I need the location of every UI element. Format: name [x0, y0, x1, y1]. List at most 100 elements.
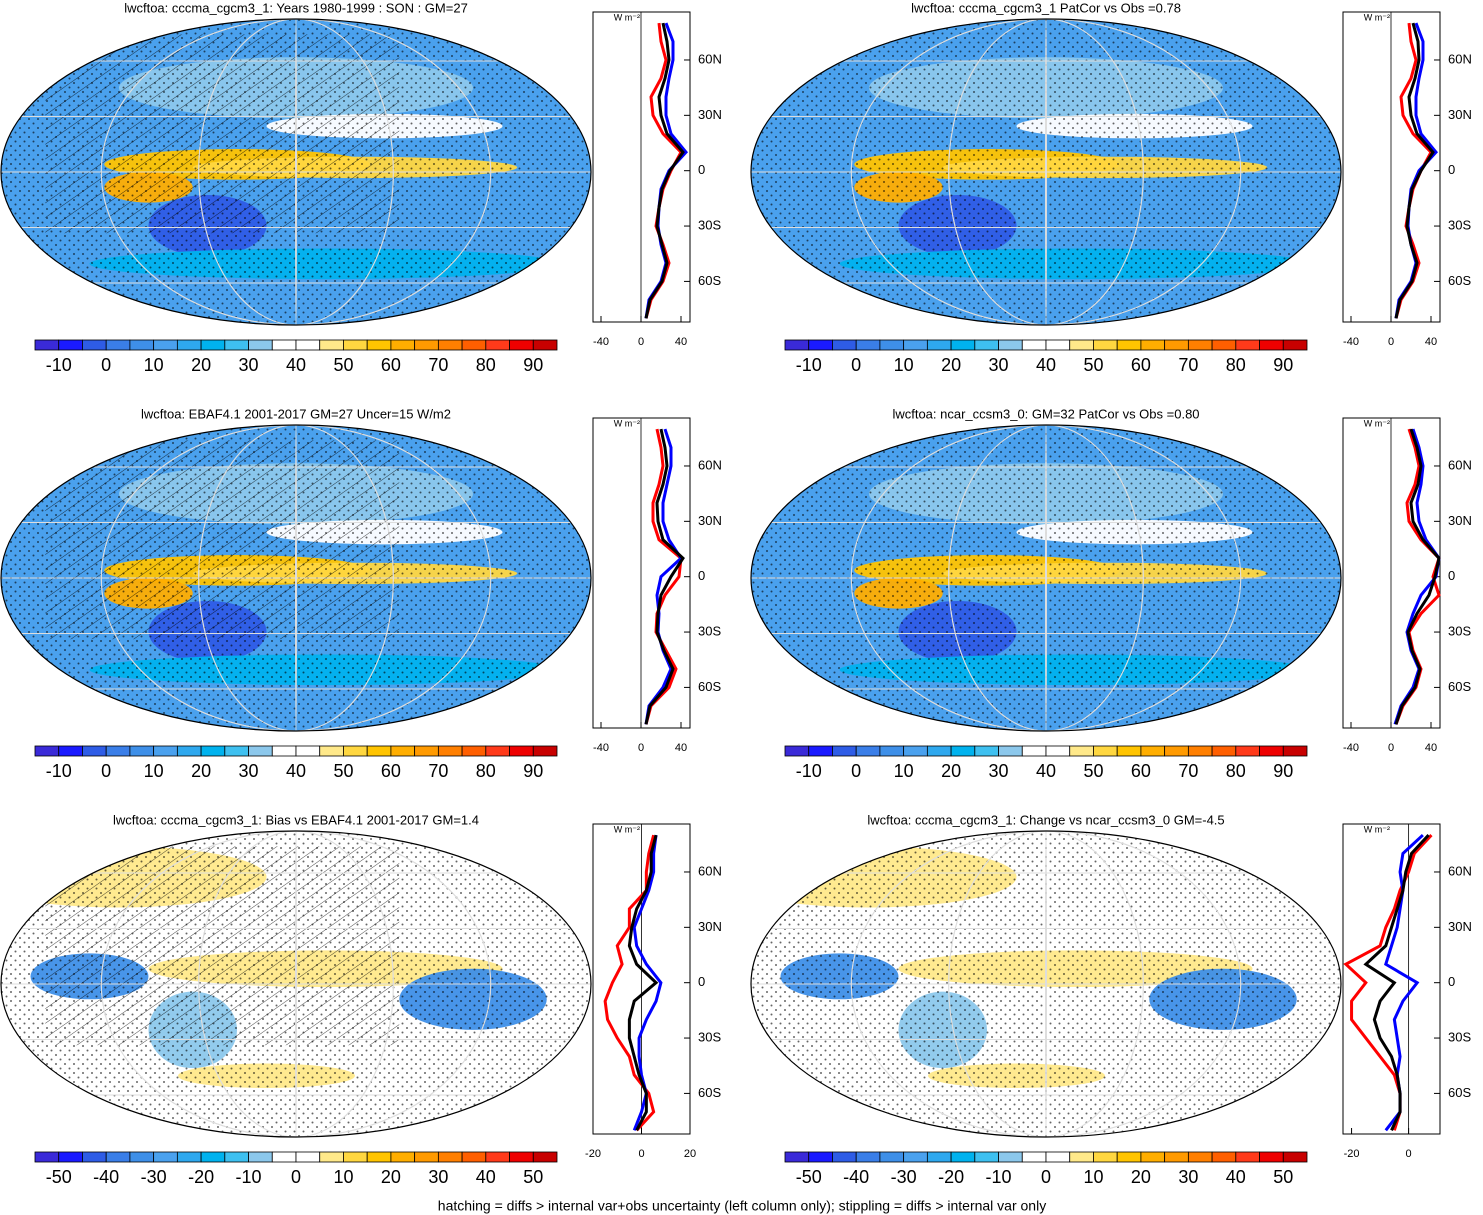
x-tick-label: 20 — [684, 1148, 696, 1160]
colorbar-box — [879, 1151, 905, 1163]
footnote: hatching = diffs > internal var+obs unce… — [438, 1198, 1046, 1214]
panel-title: lwcftoa: cccma_cgcm3_1 PatCor vs Obs =0.… — [911, 0, 1181, 15]
x-tick-label: 0 — [1388, 742, 1394, 754]
graticule — [295, 831, 297, 1137]
colorbar-label: 50 — [1083, 761, 1103, 781]
y-tick-label: 60N — [698, 51, 722, 66]
colorbar-label: 20 — [191, 355, 211, 375]
colorbar-box — [461, 339, 487, 351]
colorbar-box — [1093, 339, 1118, 351]
profile-line — [644, 22, 685, 319]
colorbar-box — [82, 745, 107, 757]
colorbar-box — [1211, 745, 1237, 757]
profile-line — [644, 428, 683, 725]
map — [751, 425, 1341, 731]
colorbar-box — [832, 339, 857, 351]
colorbar-box — [903, 339, 928, 351]
colorbar-label: 0 — [101, 761, 111, 781]
colorbar-label: -20 — [938, 1167, 964, 1187]
colorbar-box — [926, 339, 952, 351]
colorbar-box — [1259, 339, 1284, 351]
colorbar-box — [1021, 339, 1047, 351]
y-tick-label: 60S — [698, 273, 721, 288]
colorbar-box — [200, 1151, 226, 1163]
colorbar-box — [82, 1151, 107, 1163]
y-tick-label: 30S — [1448, 1029, 1471, 1044]
unit-label: W m⁻² — [614, 418, 640, 428]
colorbar-label: 40 — [476, 1167, 496, 1187]
profile-frame — [1342, 417, 1441, 729]
panel-title: lwcftoa: cccma_cgcm3_1: Change vs ncar_c… — [867, 812, 1224, 827]
colorbar-box — [1116, 745, 1142, 757]
graticule — [198, 831, 394, 1137]
x-tick-label: 0 — [638, 1148, 644, 1160]
colorbar-box — [1045, 339, 1071, 351]
y-tick-label: 0 — [698, 568, 705, 583]
y-tick-label: 30N — [698, 107, 722, 122]
y-tick-label: 60N — [1448, 863, 1472, 878]
panel-title: lwcftoa: cccma_cgcm3_1: Bias vs EBAF4.1 … — [113, 812, 479, 827]
colorbar-box — [855, 339, 881, 351]
colorbar-box — [105, 745, 131, 757]
x-tick-label: 0 — [1388, 336, 1394, 348]
colorbar-label: 10 — [894, 761, 914, 781]
colorbar-label: 40 — [1036, 355, 1056, 375]
colorbar-box — [950, 1151, 976, 1163]
x-tick-label: 40 — [1425, 336, 1437, 348]
graticule — [948, 831, 1144, 1137]
colorbar-box — [461, 1151, 487, 1163]
graticule — [100, 19, 492, 325]
y-tick-label: 60S — [698, 679, 721, 694]
colorbar-box — [808, 745, 833, 757]
colorbar-box — [105, 1151, 131, 1163]
unit-label: W m⁻² — [1364, 824, 1390, 834]
colorbar-box — [509, 1151, 534, 1163]
colorbar-box — [879, 339, 905, 351]
unit-label: W m⁻² — [1364, 12, 1390, 22]
colorbar-box — [808, 339, 833, 351]
colorbar-box — [390, 339, 416, 351]
y-tick-label: 30S — [698, 1029, 721, 1044]
colorbar-box — [366, 745, 392, 757]
profile-frame — [1342, 11, 1441, 323]
colorbar-box — [295, 745, 321, 757]
x-tick-label: -40 — [593, 336, 609, 348]
colorbar-label: 90 — [1273, 355, 1293, 375]
colorbar-box — [855, 1151, 881, 1163]
graticule — [948, 19, 1144, 325]
colorbar-box — [1116, 1151, 1142, 1163]
x-tick-label: 0 — [1406, 1148, 1412, 1160]
y-tick-label: 30N — [1448, 919, 1472, 934]
colorbar-label: 20 — [381, 1167, 401, 1187]
colorbar-box — [129, 745, 155, 757]
colorbar-label: 90 — [523, 355, 543, 375]
colorbar-label: 30 — [239, 355, 259, 375]
map-border — [0, 424, 592, 732]
colorbar-label: 90 — [1273, 761, 1293, 781]
graticule — [1045, 19, 1047, 325]
x-tick-label: 40 — [675, 742, 687, 754]
graticule — [1045, 425, 1047, 731]
x-tick-label: 40 — [675, 336, 687, 348]
colorbar-label: -10 — [796, 355, 822, 375]
colorbar-label: 90 — [523, 761, 543, 781]
colorbar-label: 0 — [851, 761, 861, 781]
colorbar-label: 50 — [1083, 355, 1103, 375]
colorbar-box — [248, 1151, 273, 1163]
colorbar-box — [1164, 339, 1189, 351]
colorbar-label: 40 — [1036, 761, 1056, 781]
hatching — [45, 846, 400, 1046]
colorbar-box — [509, 339, 534, 351]
colorbar-label: -20 — [188, 1167, 214, 1187]
colorbar-label: -30 — [141, 1167, 167, 1187]
colorbar-box — [1069, 339, 1094, 351]
x-tick-label: -20 — [585, 1148, 601, 1160]
profile-line — [1363, 834, 1430, 1131]
graticule — [850, 425, 1242, 731]
colorbar-label: -10 — [986, 1167, 1012, 1187]
colorbar-box — [974, 339, 999, 351]
colorbar-box — [1187, 339, 1213, 351]
colorbar-box — [437, 339, 463, 351]
y-tick-label: 30S — [698, 623, 721, 638]
